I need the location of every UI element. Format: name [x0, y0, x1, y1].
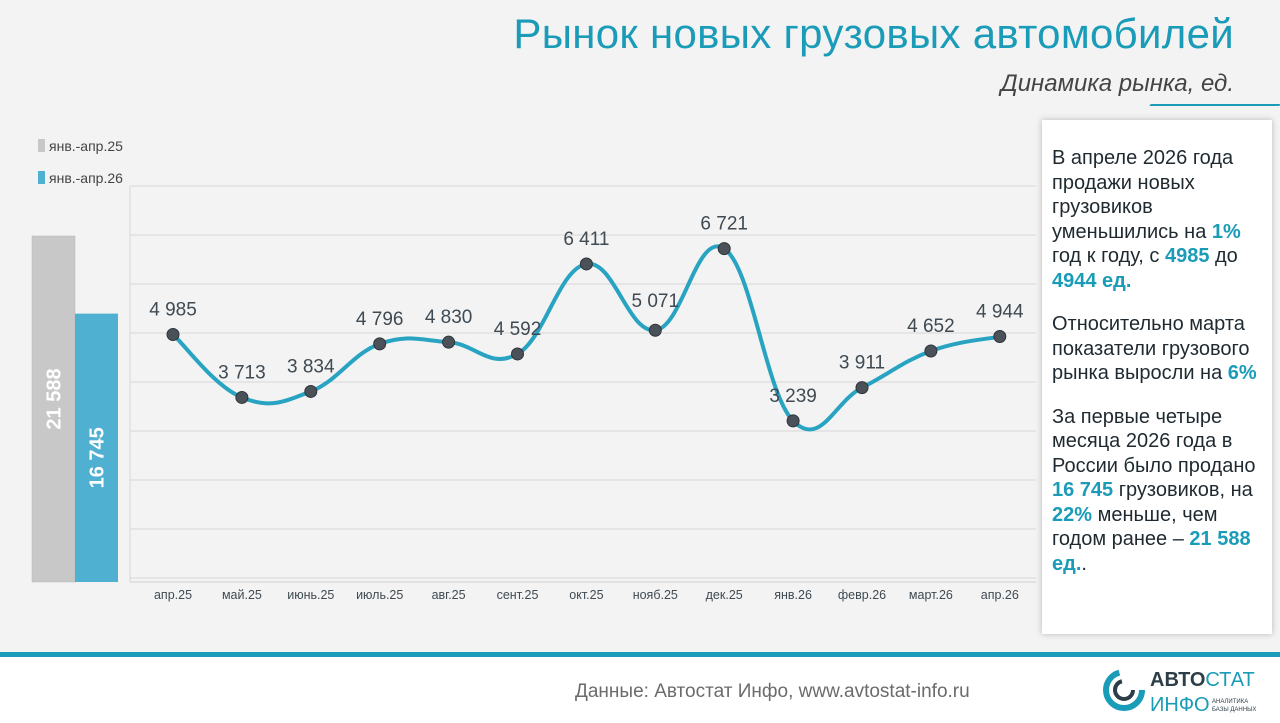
- info-panel: В апреле 2026 года продажи новых грузови…: [1042, 120, 1272, 634]
- bar-value-label: 16 745: [87, 427, 109, 488]
- data-point: [855, 381, 869, 395]
- chart-area: 21 588 янв.-апр.25 16 745 янв.-апр.26 4 985…: [31, 138, 1036, 602]
- bar: [31, 235, 76, 583]
- ytd-prev-sales: 21 588 ед.: [1052, 528, 1251, 575]
- x-tick-label: нояб.25: [633, 588, 678, 602]
- data-label: 5 071: [632, 291, 680, 312]
- x-tick-label: март.26: [909, 588, 953, 602]
- data-label: 3 834: [287, 356, 335, 377]
- bar-value-label: 21 588: [44, 368, 66, 429]
- x-tick-label: май.25: [222, 588, 262, 602]
- footer: [0, 657, 1280, 723]
- decline-percent: 1%: [1211, 220, 1241, 243]
- x-tick-label: янв.26: [774, 588, 812, 602]
- data-label: 4 944: [976, 302, 1024, 323]
- data-point: [786, 414, 800, 428]
- monthly-line-chart: 4 985 апр.25 3 713 май.25 3 834 июнь.25 4 796 и…: [149, 214, 1024, 602]
- svg-text:БАЗЫ ДАННЫХ: БАЗЫ ДАННЫХ: [1212, 707, 1256, 713]
- data-label: 3 713: [218, 362, 266, 383]
- ytd-decline-percent: 22%: [1052, 503, 1093, 526]
- svg-text:АНАЛИТИКА: АНАЛИТИКА: [1212, 699, 1248, 705]
- svg-text:ИНФО: ИНФО: [1150, 694, 1210, 716]
- svg-text:АВТОСТАТ: АВТОСТАТ: [1150, 669, 1255, 691]
- x-tick-label: февр.26: [838, 588, 886, 602]
- series-line: [171, 244, 1002, 432]
- data-label: 6 721: [700, 214, 748, 235]
- prev-year-value: 4985: [1164, 245, 1210, 267]
- data-label: 6 411: [563, 229, 609, 250]
- data-label: 3 911: [839, 353, 885, 374]
- data-label: 4 592: [494, 319, 542, 340]
- x-tick-label: сент.25: [497, 588, 539, 602]
- data-point: [304, 384, 318, 398]
- footer-accent-bar: [0, 652, 1280, 657]
- x-tick-label: окт.25: [569, 588, 603, 602]
- x-tick-label: дек.25: [706, 588, 743, 602]
- data-point: [648, 323, 662, 337]
- x-tick-label: апр.25: [154, 588, 192, 602]
- info-paragraph-1: В апреле 2026 года продажи новых грузови…: [1052, 147, 1241, 292]
- x-tick-label: июнь.25: [287, 588, 334, 602]
- info-paragraph-3: За первые четыре месяца 2026 года в Росс…: [1052, 405, 1256, 575]
- bar: [75, 313, 118, 582]
- data-label: 4 830: [425, 307, 473, 328]
- current-value: 4944 ед.: [1052, 269, 1132, 292]
- data-label: 3 239: [769, 386, 817, 407]
- avtostat-logo: АВТОСТАТ ИНФО АНАЛИТИКА БАЗЫ ДАННЫХ: [1103, 669, 1256, 716]
- data-point: [235, 390, 249, 404]
- summary-bar-chart: 21 588 янв.-апр.25 16 745 янв.-апр.26: [31, 138, 123, 583]
- page-title: Рынок новых грузовых автомобилей: [513, 10, 1234, 57]
- data-point: [511, 347, 524, 361]
- data-point: [442, 335, 456, 349]
- source-credit: Данные: Автостат Инфо, www.avtostat-info…: [575, 681, 970, 702]
- x-tick-label: июль.25: [356, 588, 403, 602]
- data-point: [717, 242, 731, 256]
- data-point: [993, 330, 1007, 344]
- logo-mark-icon: [1103, 669, 1145, 711]
- ytd-sales: 16 745: [1052, 479, 1114, 501]
- data-point: [166, 328, 180, 341]
- legend-label: янв.-апр.26: [49, 170, 123, 186]
- gridlines: [129, 185, 1036, 583]
- legend-label: янв.-апр.25: [49, 138, 123, 154]
- data-point: [579, 257, 593, 271]
- legend-swatch: [38, 171, 45, 184]
- info-paragraph-2: Относительно марта показатели грузового …: [1052, 313, 1257, 384]
- page-subtitle: Динамика рынка, ед.: [1000, 70, 1234, 97]
- x-tick-label: апр.26: [981, 588, 1019, 602]
- x-tick-label: авг.25: [432, 588, 466, 602]
- growth-percent: 6%: [1227, 362, 1257, 384]
- data-point: [373, 337, 387, 351]
- data-label: 4 796: [356, 309, 404, 330]
- data-label: 4 652: [907, 316, 955, 337]
- data-label: 4 985: [149, 300, 197, 321]
- accent-divider: [1149, 104, 1280, 106]
- legend-swatch: [38, 139, 45, 152]
- data-point: [924, 344, 938, 358]
